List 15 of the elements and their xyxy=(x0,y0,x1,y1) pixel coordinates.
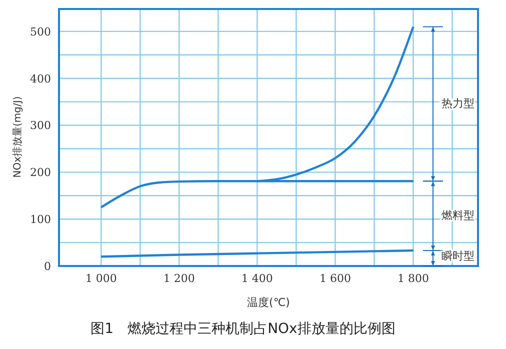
x-tick-label: 1 200 xyxy=(163,272,195,285)
annotation: 瞬时型 xyxy=(442,249,474,262)
y-tick-label: 500 xyxy=(30,25,51,38)
x-tick-label: 1 000 xyxy=(85,272,117,285)
y-tick-label: 0 xyxy=(44,260,51,273)
y-tick-label: 300 xyxy=(30,119,51,132)
y-axis-title: NOx排放量(mg/J) xyxy=(12,96,24,178)
x-tick-label: 1 400 xyxy=(241,272,273,285)
x-tick-label: 1 600 xyxy=(319,272,351,285)
y-tick-label: 100 xyxy=(30,212,51,226)
x-axis-title: 温度(℃) xyxy=(247,296,290,309)
y-tick-label: 400 xyxy=(30,72,51,86)
y-tick-label: 200 xyxy=(30,166,51,180)
text: 图1 燃烧过程中三种机制占NOx排放量的比例图 xyxy=(90,320,396,338)
x-tick-label: 1 800 xyxy=(397,272,429,285)
